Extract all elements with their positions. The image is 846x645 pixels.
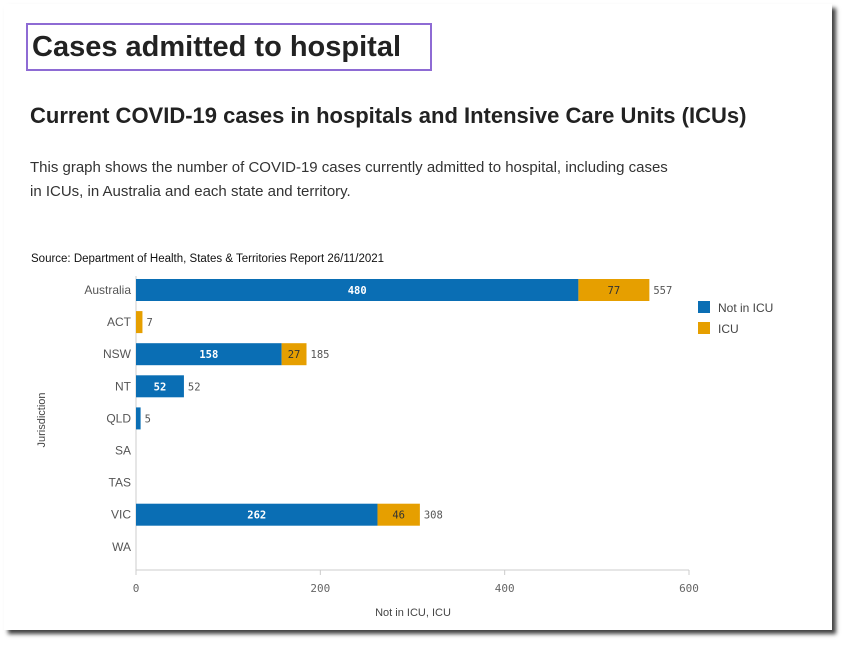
y-category-label: ACT (107, 315, 132, 329)
bar-value-label: 262 (247, 510, 266, 522)
legend-swatch (698, 322, 710, 334)
y-category-label: TAS (109, 476, 131, 490)
x-tick-label: 0 (133, 582, 140, 595)
bar-total-label: 52 (188, 381, 201, 393)
bar-total-label: 557 (653, 285, 672, 297)
x-tick-label: 200 (310, 582, 330, 595)
y-category-label: VIC (111, 508, 131, 522)
bar-segment (578, 279, 650, 301)
x-axis-title: Not in ICU, ICU (375, 607, 451, 619)
bar-value-label: 27 (288, 349, 301, 361)
y-category-label: Australia (84, 283, 131, 297)
y-category-label: WA (112, 540, 131, 554)
bar-value-label: 480 (348, 285, 367, 297)
bar-segment (136, 375, 184, 398)
bar-segment (136, 279, 579, 301)
x-tick-label: 600 (679, 582, 699, 595)
bar-segment (136, 503, 378, 526)
x-tick-label: 400 (495, 582, 515, 595)
bar-total-label: 5 (145, 413, 151, 425)
y-category-label: NT (115, 379, 132, 393)
source-note: Source: Department of Health, States & T… (31, 253, 385, 265)
y-category-label: NSW (103, 347, 132, 361)
bar-segment (377, 503, 420, 526)
bar-value-label: 52 (154, 381, 167, 393)
bar-segment (281, 343, 307, 366)
bar-segment (136, 407, 141, 430)
y-category-label: SA (115, 444, 131, 458)
y-category-label: QLD (106, 411, 131, 425)
y-axis-title: Jurisdiction (36, 392, 48, 447)
bar-value-label: 77 (608, 285, 621, 297)
bar-total-label: 185 (311, 349, 330, 361)
bar-segment (136, 343, 282, 366)
bar-value-label: 46 (392, 510, 405, 522)
bar-total-label: 308 (424, 510, 443, 522)
chart-subtitle: Current COVID-19 cases in hospitals and … (30, 103, 747, 128)
bar-value-label: 158 (199, 349, 218, 361)
page-title: Cases admitted to hospital (26, 23, 432, 71)
chart-description: This graph shows the number of COVID-19 … (30, 159, 668, 200)
legend-label: ICU (718, 322, 739, 336)
legend-label: Not in ICU (718, 301, 773, 315)
bar-segment (136, 311, 143, 334)
legend-swatch (698, 301, 710, 313)
bar-total-label: 7 (146, 317, 152, 329)
